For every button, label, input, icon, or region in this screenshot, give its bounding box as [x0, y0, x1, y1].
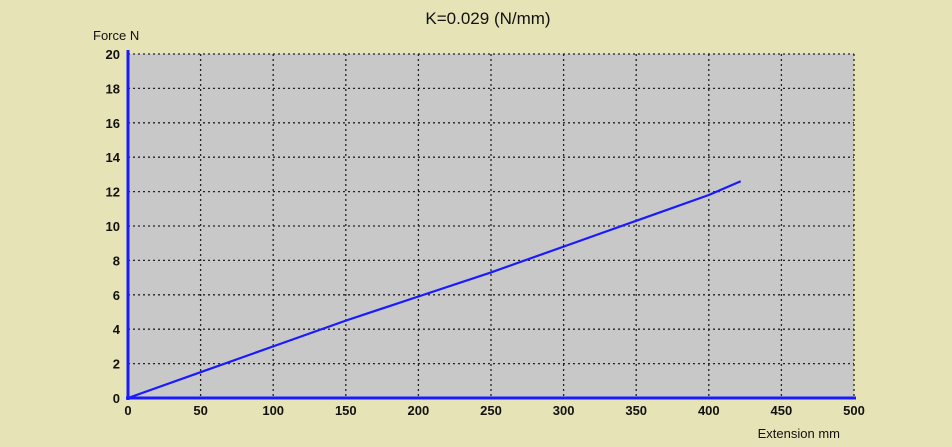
x-tick-label: 50	[193, 403, 207, 418]
y-tick-label: 6	[113, 288, 120, 303]
x-tick-label: 450	[771, 403, 793, 418]
axes	[126, 50, 856, 400]
x-tick-label: 100	[262, 403, 284, 418]
x-tick-labels: 0 50 100 150 200 250 300 350 400 450 500	[124, 403, 864, 418]
chart-title: K=0.029 (N/mm)	[425, 9, 550, 28]
y-axis-title: Force N	[93, 28, 139, 43]
y-tick-label: 16	[106, 116, 120, 131]
grid-lines	[128, 53, 855, 398]
y-tick-label: 10	[106, 219, 120, 234]
x-tick-label: 500	[843, 403, 865, 418]
x-tick-label: 200	[408, 403, 430, 418]
series-line	[127, 180, 742, 400]
y-tick-label: 14	[106, 150, 121, 165]
x-tick-label: 250	[480, 403, 502, 418]
x-tick-label: 300	[553, 403, 575, 418]
x-tick-label: 400	[698, 403, 720, 418]
x-tick-label: 0	[124, 403, 131, 418]
x-axis-title: Extension mm	[758, 426, 840, 441]
x-tick-label: 150	[335, 403, 357, 418]
y-tick-label: 2	[113, 357, 120, 372]
series-group	[127, 180, 742, 400]
y-tick-label: 0	[113, 391, 120, 406]
x-tick-label: 350	[625, 403, 647, 418]
y-tick-label: 4	[113, 322, 121, 337]
y-tick-labels: 0 2 4 6 8 10 12 14 16 18 20	[106, 47, 121, 406]
y-tick-label: 12	[106, 185, 120, 200]
y-tick-label: 18	[106, 81, 120, 96]
y-tick-label: 20	[106, 47, 120, 62]
y-tick-label: 8	[113, 253, 120, 268]
